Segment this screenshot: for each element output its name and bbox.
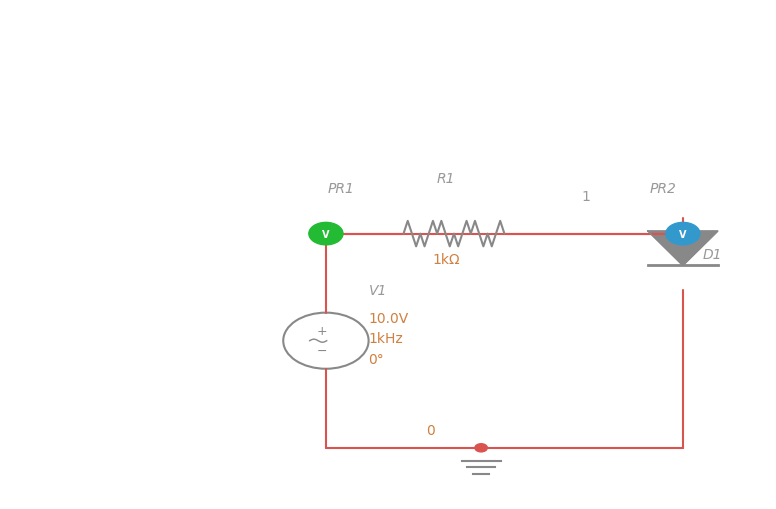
Text: 0: 0: [426, 423, 435, 437]
Circle shape: [666, 223, 700, 245]
Text: 1kΩ: 1kΩ: [432, 252, 460, 267]
Text: PR1: PR1: [328, 182, 355, 196]
Text: R1: R1: [437, 172, 456, 186]
Text: D1: D1: [702, 247, 722, 262]
Polygon shape: [648, 232, 718, 266]
Text: +: +: [317, 324, 327, 337]
Text: V: V: [322, 229, 330, 239]
Text: 1kHz: 1kHz: [369, 331, 404, 346]
Text: PR2: PR2: [650, 182, 677, 196]
Text: 10.0V: 10.0V: [369, 311, 409, 325]
Text: V: V: [679, 229, 687, 239]
Circle shape: [309, 223, 343, 245]
Text: −: −: [317, 345, 327, 358]
Text: 0°: 0°: [369, 352, 384, 366]
Circle shape: [475, 444, 487, 452]
Text: V1: V1: [369, 283, 387, 297]
Text: 1: 1: [581, 190, 591, 204]
